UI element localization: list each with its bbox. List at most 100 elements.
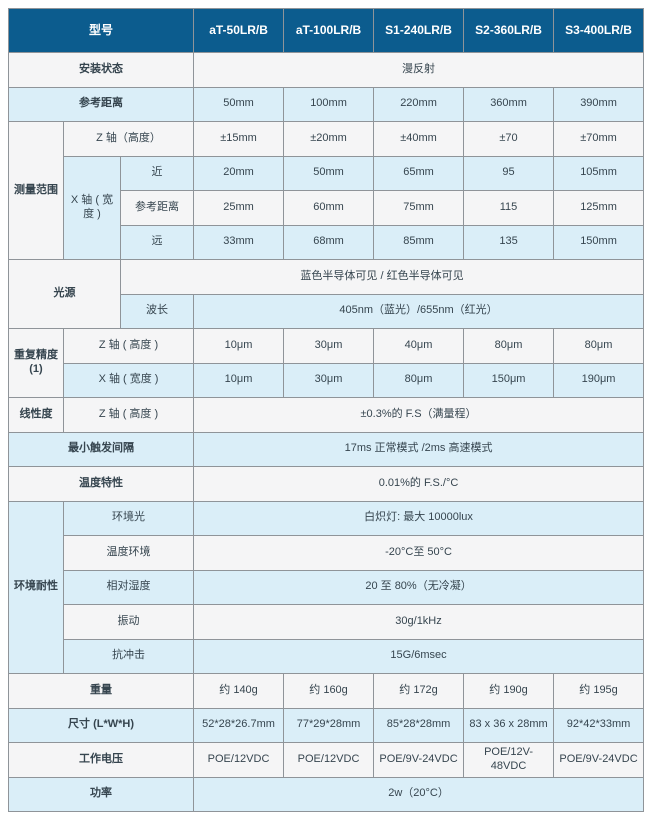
light-source-label: 光源 (8, 259, 121, 329)
spec-value: POE/9V-24VDC (553, 742, 645, 778)
weight-label: 重量 (7, 673, 195, 709)
row-power: 功率 2w（20°C） (7, 776, 645, 812)
spec-value: 80μm (463, 328, 555, 364)
ambient-light-label: 环境光 (62, 500, 195, 536)
spec-value: 77*29*28mm (283, 707, 375, 743)
row-operating-voltage: 工作电压 POE/12VDC POE/12VDC POE/9V-24VDC PO… (7, 742, 645, 778)
spec-value: 60mm (283, 190, 375, 226)
spec-value: ±20mm (283, 121, 375, 157)
temp-char-label: 温度特性 (7, 466, 195, 502)
row-repeatability-z: 重复精度 (1) Z 轴 ( 高度 ) 10μm 30μm 40μm 80μm … (8, 328, 645, 398)
env-temperature-label: 温度环境 (62, 535, 195, 571)
spec-value: POE/12V-48VDC (463, 742, 555, 778)
spec-value: 190μm (553, 362, 645, 398)
spec-value: 30μm (283, 328, 375, 364)
row-env-humidity: 相对湿度 20 至 80%（无冷凝） (9, 569, 645, 605)
spec-value: 150mm (553, 224, 645, 260)
spec-value: 30μm (283, 362, 375, 398)
spec-value: 约 140g (193, 673, 285, 709)
row-min-trigger-interval: 最小触发间隔 17ms 正常模式 /2ms 高速模式 (7, 431, 645, 467)
x-near-label: 近 (119, 155, 195, 191)
row-measure-range-x-near: X 轴 ( 宽度 ) 近 20mm 50mm 65mm 95 105mm (9, 155, 645, 260)
spec-value: 68mm (283, 224, 375, 260)
environment-label: 环境耐性 (8, 500, 64, 674)
install-status-value: 漫反射 (193, 52, 645, 88)
model-name-s1240: S1-240LR/B (373, 8, 465, 53)
repeatability-x-label: X 轴 ( 宽度 ) (62, 362, 195, 398)
spec-value: 95 (463, 155, 555, 191)
row-measure-range-z: 测量范围 Z 轴（高度） ±15mm ±20mm ±40mm ±70 ±70mm (8, 121, 645, 260)
model-name-at50: aT-50LR/B (193, 8, 285, 53)
model-name-s3400: S3-400LR/B (553, 8, 645, 53)
x-ref-label: 参考距离 (119, 190, 195, 226)
spec-value: 85*28*28mm (373, 707, 465, 743)
spec-value: 约 190g (463, 673, 555, 709)
spec-value: 25mm (193, 190, 285, 226)
spec-value: 40μm (373, 328, 465, 364)
model-header-label: 型号 (7, 8, 195, 53)
temp-char-value: 0.01%的 F.S./°C (193, 466, 645, 502)
spec-value: 80μm (553, 328, 645, 364)
spec-sheet: 型号 aT-50LR/B aT-100LR/B S1-240LR/B S2-36… (7, 8, 645, 812)
voltage-label: 工作电压 (7, 742, 195, 778)
row-reference-distance: 参考距离 50mm 100mm 220mm 360mm 390mm (7, 86, 645, 122)
spec-value: 20mm (193, 155, 285, 191)
dimensions-label: 尺寸 (L*W*H) (7, 707, 195, 743)
spec-value: 75mm (373, 190, 465, 226)
spec-value: 10μm (193, 362, 285, 398)
env-vibration-value: 30g/1kHz (193, 604, 645, 640)
spec-value: 33mm (193, 224, 285, 260)
spec-value: 92*42*33mm (553, 707, 645, 743)
spec-value: POE/12VDC (283, 742, 375, 778)
install-status-label: 安装状态 (7, 52, 195, 88)
row-env-vibration: 振动 30g/1kHz (9, 604, 645, 640)
row-measure-range-x-ref: 参考距离 25mm 60mm 75mm 115 125mm (9, 190, 645, 226)
spec-value: ±70mm (553, 121, 645, 157)
spec-value: 85mm (373, 224, 465, 260)
repeatability-label: 重复精度 (1) (8, 328, 64, 398)
spec-value: 10μm (193, 328, 285, 364)
spec-value: 150μm (463, 362, 555, 398)
linearity-z-label: Z 轴 ( 高度 ) (62, 397, 195, 433)
row-dimensions: 尺寸 (L*W*H) 52*28*26.7mm 77*29*28mm 85*28… (7, 707, 645, 743)
spec-value: 约 172g (373, 673, 465, 709)
env-shock-label: 抗冲击 (62, 638, 195, 674)
env-vibration-label: 振动 (62, 604, 195, 640)
linearity-label: 线性度 (8, 397, 64, 433)
row-light-source-type: 光源 蓝色半导体可见 / 红色半导体可见 (8, 259, 645, 329)
z-axis-height-label: Z 轴（高度） (62, 121, 195, 157)
spec-value: 100mm (283, 86, 375, 122)
spec-value: ±40mm (373, 121, 465, 157)
row-env-ambient-light: 环境耐性 环境光 白炽灯: 最大 10000lux (8, 500, 645, 674)
repeatability-z-label: Z 轴 ( 高度 ) (62, 328, 195, 364)
power-value: 2w（20°C） (193, 776, 645, 812)
row-weight: 重量 约 140g 约 160g 约 172g 约 190g 约 195g (7, 673, 645, 709)
row-temperature-characteristic: 温度特性 0.01%的 F.S./°C (7, 466, 645, 502)
ambient-light-value: 白炽灯: 最大 10000lux (193, 500, 645, 536)
spec-value: 约 195g (553, 673, 645, 709)
spec-value: 50mm (193, 86, 285, 122)
row-install-status: 安装状态 漫反射 (7, 52, 645, 88)
model-name-s2360: S2-360LR/B (463, 8, 555, 53)
spec-value: 220mm (373, 86, 465, 122)
spec-value: POE/12VDC (193, 742, 285, 778)
spec-value: 135 (463, 224, 555, 260)
power-label: 功率 (7, 776, 195, 812)
reference-distance-label: 参考距离 (7, 86, 195, 122)
light-source-type-value: 蓝色半导体可见 / 红色半导体可见 (119, 259, 645, 295)
spec-value: 80μm (373, 362, 465, 398)
wavelength-label: 波长 (119, 293, 195, 329)
linearity-value: ±0.3%的 F.S（满量程） (193, 397, 645, 433)
x-far-label: 远 (119, 224, 195, 260)
min-trigger-label: 最小触发间隔 (7, 431, 195, 467)
spec-value: ±70 (463, 121, 555, 157)
spec-value: 50mm (283, 155, 375, 191)
row-linearity: 线性度 Z 轴 ( 高度 ) ±0.3%的 F.S（满量程） (8, 397, 645, 433)
spec-value: 125mm (553, 190, 645, 226)
row-env-temperature: 温度环境 -20°C至 50°C (9, 535, 645, 571)
spec-value: 115 (463, 190, 555, 226)
spec-value: 65mm (373, 155, 465, 191)
min-trigger-value: 17ms 正常模式 /2ms 高速模式 (193, 431, 645, 467)
env-humidity-value: 20 至 80%（无冷凝） (193, 569, 645, 605)
row-repeatability-x: X 轴 ( 宽度 ) 10μm 30μm 80μm 150μm 190μm (9, 362, 645, 398)
